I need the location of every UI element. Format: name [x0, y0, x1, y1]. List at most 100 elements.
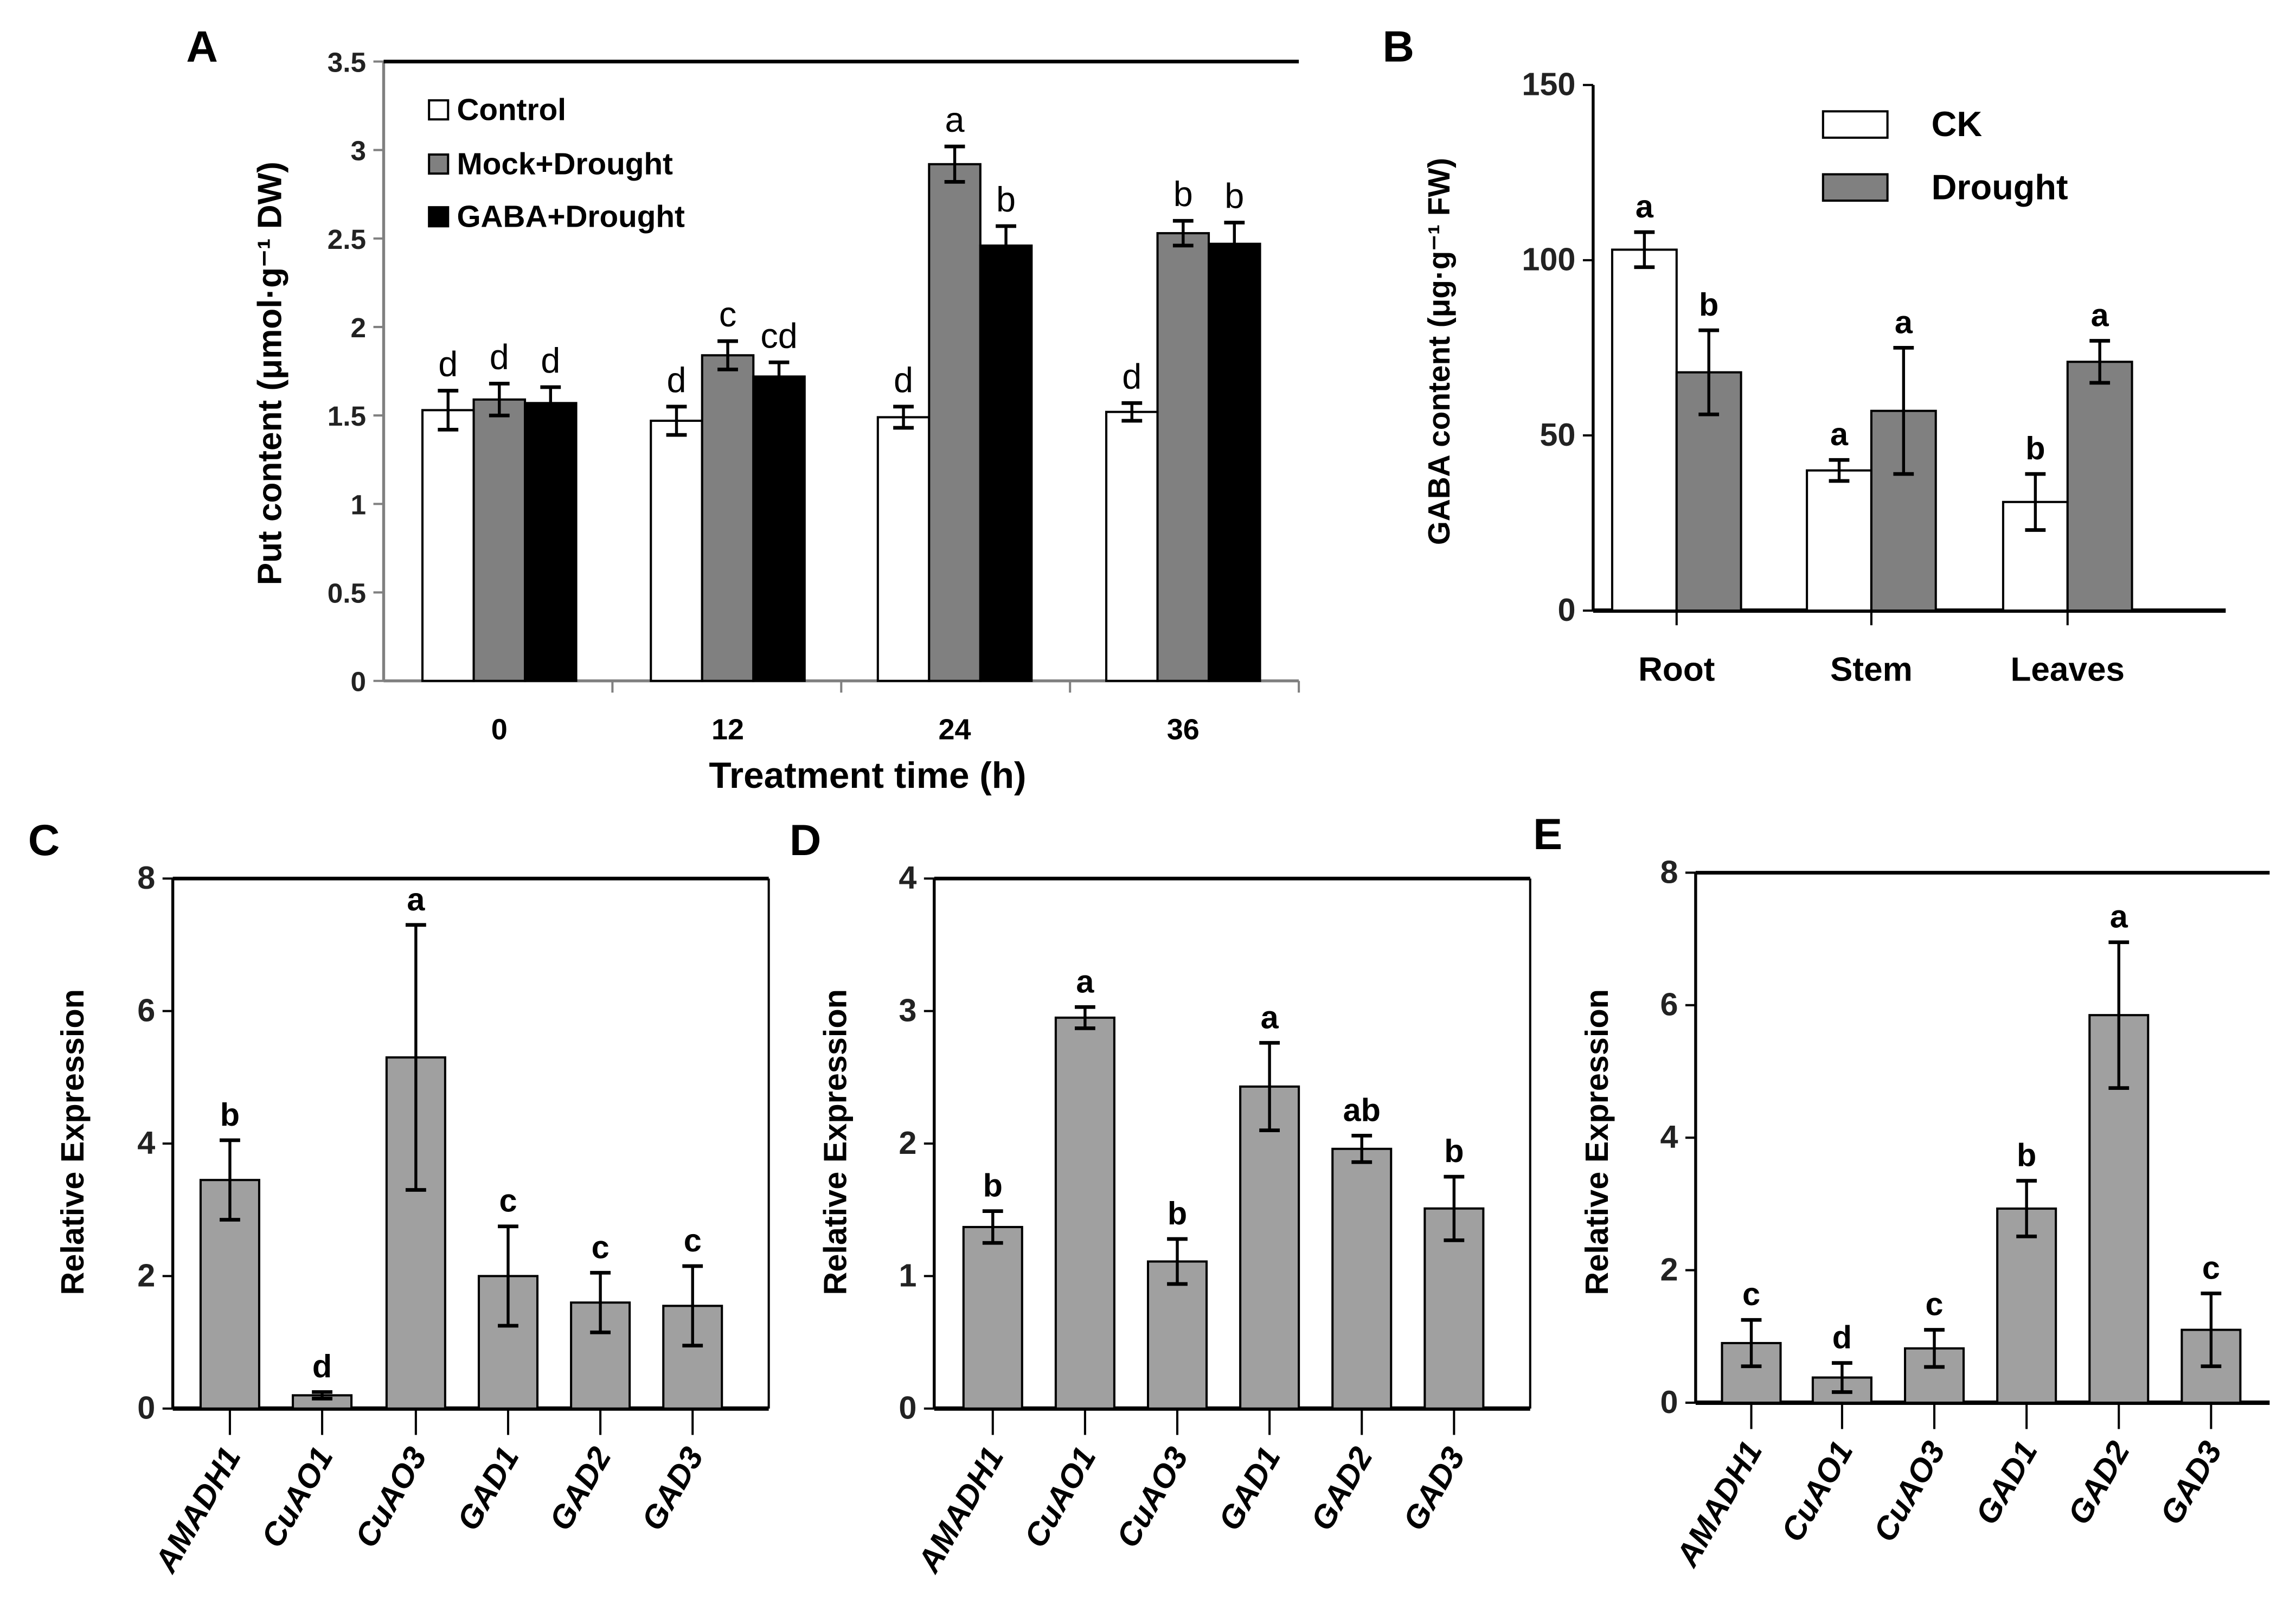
panel-a-y-axis-title: Put content (μmol·g⁻¹ DW) [251, 162, 288, 585]
panel-a-significance-letter: d [438, 344, 458, 384]
panel-b-bar [1611, 248, 1678, 612]
panel-c-significance-letter: d [312, 1348, 332, 1384]
panel-a-x-axis-title: Treatment time (h) [709, 755, 1026, 796]
panel-e-significance-letter: b [2017, 1137, 2036, 1173]
panel-a-bar [472, 398, 527, 682]
panel-c-significance-letter: c [499, 1183, 517, 1219]
panel-b-y-tick-label: 100 [1522, 241, 1575, 278]
panel-e-y-axis-title: Relative Expression [1579, 989, 1615, 1295]
panel-a-bar [876, 416, 931, 682]
panel-e-label: E [1533, 810, 1562, 859]
panel-e-x-tick-label: GAD2 [2061, 1435, 2137, 1530]
panel-a-bar [979, 244, 1033, 682]
panel-a-significance-letter: cd [760, 316, 797, 355]
panel-e-significance-letter: c [2202, 1249, 2220, 1286]
panel-a-y-tick-label: 3.5 [328, 47, 366, 78]
panel-a-legend-swatch [428, 206, 450, 228]
panel-e-x-tick-label: AMADH1 [1668, 1435, 1769, 1573]
panel-a-y-tick-label: 0 [351, 666, 367, 697]
panel-c-x-tick-label: GAD2 [542, 1441, 618, 1536]
panel-d-bar [1331, 1147, 1393, 1410]
panel-a-bar [1208, 242, 1261, 682]
panel-d-bar [962, 1225, 1023, 1410]
panel-d-bar [1054, 1016, 1115, 1410]
panel-b-y-tick-label: 150 [1522, 66, 1575, 102]
panel-d-significance-letter: ab [1343, 1091, 1381, 1128]
panel-d-label: D [790, 816, 822, 865]
panel-d-significance-letter: a [1076, 963, 1094, 999]
panel-a-bar [928, 163, 982, 682]
panel-a-bar [421, 409, 475, 682]
panel-c-y-tick-label: 2 [137, 1257, 155, 1293]
panel-b-x-tick-label: Leaves [2010, 651, 2125, 689]
panel-a-legend-label: Control [457, 93, 566, 127]
panel-e-significance-letter: d [1832, 1319, 1852, 1356]
panel-e-significance-letter: c [1742, 1276, 1760, 1312]
panel-c-x-tick-label: AMADH1 [147, 1441, 248, 1579]
panel-d-bar [1146, 1260, 1208, 1410]
panel-b-significance-letter: b [1699, 286, 1718, 323]
panel-c-y-tick-label: 6 [137, 992, 155, 1029]
panel-d-significance-letter: a [1261, 999, 1279, 1035]
panel-a-significance-letter: b [996, 179, 1016, 219]
panel-b-bar [1806, 469, 1872, 612]
panel-d-bar [1239, 1085, 1300, 1410]
panel-d-x-tick-label: GAD1 [1211, 1441, 1287, 1536]
panel-a-legend-label: Mock+Drought [457, 147, 673, 181]
panel-d-x-tick-label: AMADH1 [910, 1441, 1011, 1579]
panel-a-legend-swatch [428, 99, 450, 121]
panel-a-significance-letter: d [490, 337, 509, 376]
panel-c-y-tick-label: 8 [137, 859, 155, 896]
panel-e-x-tick-label: CuAO1 [1774, 1435, 1860, 1548]
panel-e-y-tick-label: 6 [1660, 986, 1678, 1023]
panel-d-x-tick-label: CuAO1 [1017, 1441, 1103, 1553]
panel-c-significance-letter: b [220, 1096, 240, 1133]
panel-b-label: B [1382, 23, 1414, 72]
panel-d-x-tick-label: GAD2 [1304, 1441, 1380, 1536]
panel-a-bar [524, 402, 578, 682]
panel-e-x-tick-label: GAD1 [1968, 1435, 2044, 1530]
panel-a-y-tick-label: 1 [351, 489, 367, 520]
panel-a-significance-letter: d [894, 360, 913, 400]
panel-c-significance-letter: a [407, 881, 425, 917]
panel-a-significance-letter: b [1224, 176, 1244, 215]
panel-a-y-tick-label: 1.5 [328, 401, 366, 432]
panel-b-y-tick-label: 50 [1540, 416, 1575, 453]
panel-a-significance-letter: a [945, 100, 965, 139]
panel-b-legend-swatch [1822, 110, 1889, 139]
panel-a-significance-letter: d [541, 341, 560, 380]
panel-a-x-tick-label: 24 [939, 714, 971, 746]
panel-e-significance-letter: c [1926, 1286, 1944, 1322]
panel-a-x-tick-label: 36 [1167, 714, 1200, 746]
panel-c-y-tick-label: 4 [137, 1125, 155, 1161]
panel-c-x-tick-label: GAD1 [450, 1441, 526, 1536]
panel-b-significance-letter: a [2091, 297, 2109, 333]
panel-d-y-tick-label: 4 [899, 859, 916, 896]
panel-a-y-tick-label: 0.5 [328, 577, 366, 608]
panel-b-y-axis-title: GABA content (μg·g⁻¹ FW) [1422, 158, 1457, 545]
panel-b-legend-label: Drought [1932, 167, 2068, 207]
panel-b-significance-letter: a [1895, 304, 1913, 340]
panel-b-x-tick-label: Root [1638, 651, 1715, 689]
panel-a-y-tick-label: 3 [351, 136, 367, 166]
panel-c-x-tick-label: CuAO1 [254, 1441, 340, 1553]
panel-b-y-tick-label: 0 [1557, 592, 1575, 628]
panel-a-bar [1105, 410, 1159, 682]
panel-e-y-tick-label: 4 [1660, 1119, 1678, 1155]
panel-a-label: A [186, 23, 217, 72]
panel-b-bar [2066, 361, 2133, 612]
panel-d-y-tick-label: 2 [899, 1125, 916, 1161]
panel-d-significance-letter: b [983, 1167, 1003, 1204]
panel-d-y-axis-title: Relative Expression [817, 989, 854, 1295]
panel-d-significance-letter: b [1444, 1133, 1464, 1169]
panel-a-bar [650, 419, 703, 682]
panel-c-label: C [28, 816, 60, 865]
panel-a-significance-letter: b [1173, 174, 1193, 214]
panel-d-y-tick-label: 3 [899, 992, 916, 1029]
panel-e-y-tick-label: 2 [1660, 1251, 1678, 1287]
panel-d-significance-letter: b [1168, 1195, 1187, 1231]
panel-a-y-tick-label: 2 [351, 312, 367, 343]
panel-c-x-tick-label: GAD3 [634, 1441, 711, 1536]
panel-a-bar [1156, 232, 1210, 682]
